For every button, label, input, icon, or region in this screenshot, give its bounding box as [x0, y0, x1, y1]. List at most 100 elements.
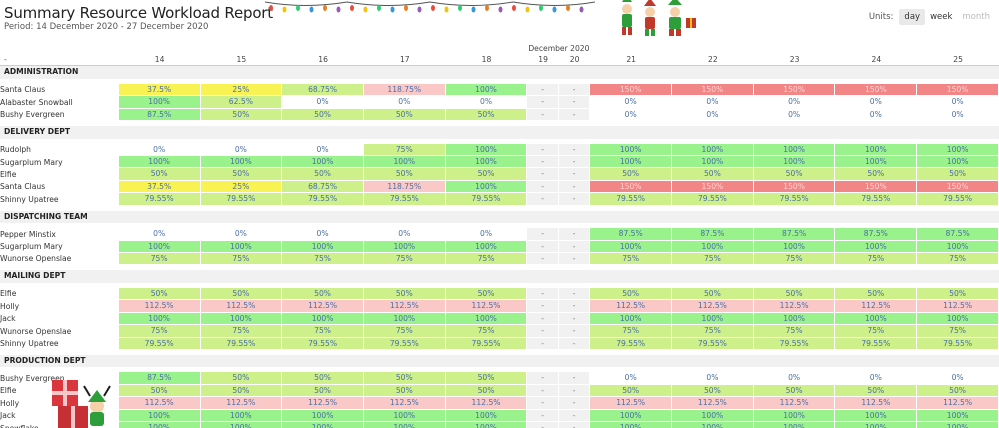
resource-row: Santa Claus 37.5% 25% 68.75% 118.75% 100% - -15… — [0, 83, 999, 97]
unit-day-button[interactable]: day — [899, 9, 926, 25]
resource-name: Bushy Evergreen — [0, 373, 65, 383]
units-label: Units: — [868, 12, 894, 22]
workload-cell: 100% — [282, 156, 364, 169]
workload-cell: - — [558, 96, 591, 109]
workload-cell: 75% — [672, 252, 754, 266]
workload-cell: 100% — [282, 422, 364, 428]
workload-cell: 100% — [917, 143, 999, 157]
resource-name: Bushy Evergreen — [0, 110, 65, 120]
resource-name: Jack — [0, 314, 16, 324]
workload-cell: - — [527, 252, 559, 266]
workload-cell: 50% — [200, 108, 283, 122]
workload-cell: 50% — [917, 384, 999, 398]
unit-month-button: month — [962, 12, 990, 22]
gift-boxes-icon — [50, 366, 112, 428]
workload-cell: - — [527, 287, 559, 301]
day-header: 19 — [527, 54, 559, 67]
workload-cell: 100% — [835, 422, 918, 428]
workload-cell: - — [527, 240, 559, 253]
workload-cell: - — [527, 156, 559, 169]
workload-cell: 100% — [753, 409, 836, 423]
workload-cell: 100% — [917, 312, 999, 326]
workload-cell: 79.55% — [835, 193, 918, 206]
workload-cell: - — [527, 143, 559, 157]
workload-cell: 50% — [835, 384, 918, 398]
workload-cell: 62.5% — [200, 96, 283, 109]
workload-cell: 79.55% — [590, 193, 673, 206]
workload-cell: 87.5% — [118, 372, 201, 385]
workload-cell: 0% — [118, 143, 201, 157]
workload-cell: 100% — [200, 422, 283, 428]
workload-cell: 79.55% — [118, 193, 201, 206]
workload-cell: 79.55% — [672, 193, 754, 206]
light-bulb-icon — [296, 5, 300, 11]
workload-cell: 75% — [363, 252, 446, 266]
light-bulb-icon — [539, 5, 543, 11]
workload-cell: 150% — [835, 180, 918, 194]
month-label: December 2020 — [528, 44, 590, 53]
workload-cell: 79.55% — [672, 337, 754, 350]
workload-cell: 100% — [118, 312, 201, 326]
workload-cell: 100% — [590, 143, 673, 157]
workload-cell: 50% — [445, 108, 528, 122]
resource-name: Holly — [0, 398, 20, 408]
workload-cell: - — [527, 228, 559, 241]
light-bulb-icon — [552, 6, 557, 13]
resource-name: Sugarplum Mary — [0, 157, 63, 167]
workload-cell: 100% — [672, 409, 754, 423]
workload-cell: 0% — [200, 228, 283, 241]
group-header-row: DELIVERY DEPT — [0, 126, 999, 139]
light-bulb-icon — [512, 5, 516, 11]
workload-cell: 150% — [917, 83, 999, 97]
workload-cell: 50% — [753, 287, 836, 301]
resource-row: Bushy Evergreen 87.5% 50% 50% 50% 50% - -0% 0% 0%… — [0, 108, 999, 122]
workload-cell: 100% — [363, 156, 446, 169]
light-bulb-icon — [269, 5, 273, 11]
day-header: 23 — [753, 54, 836, 67]
workload-cell: 118.75% — [363, 83, 446, 97]
resource-name: Shinny Upatree — [0, 339, 59, 348]
workload-cell: 50% — [200, 168, 283, 181]
resource-row: Wunorse Openslae 75% 75% 75% 75% 75% - -75% 75% 7… — [0, 325, 999, 338]
workload-cell: 50% — [590, 287, 673, 301]
light-bulb-icon — [579, 6, 584, 13]
resource-row: Elfie 50% 50% 50% 50% 50% - -50% 50% 50% 50% 50% — [0, 384, 999, 398]
workload-cell: 100% — [917, 422, 999, 428]
month-header-row: December 2020 — [0, 44, 999, 54]
workload-cell: 100% — [753, 312, 836, 326]
day-header: 14 — [118, 54, 201, 67]
resource-name: Jack — [0, 411, 16, 421]
group-header: PRODUCTION DEPT — [0, 354, 999, 368]
workload-cell: 112.5% — [445, 397, 528, 410]
resource-row: Jack 100% 100% 100% 100% 100% - -100% 100% 100% 10… — [0, 312, 999, 326]
workload-cell: 50% — [282, 108, 364, 122]
workload-cell: 68.75% — [282, 83, 364, 97]
workload-cell: 50% — [753, 168, 836, 181]
workload-cell: 0% — [590, 372, 673, 385]
workload-cell: 0% — [672, 108, 754, 122]
workload-cell: 79.55% — [363, 193, 446, 206]
workload-cell: - — [558, 384, 591, 398]
group-header-row: PRODUCTION DEPT — [0, 354, 999, 368]
workload-cell: 50% — [363, 384, 446, 398]
unit-week-button[interactable]: week — [930, 12, 953, 22]
workload-cell: 50% — [118, 384, 201, 398]
workload-cell: 100% — [282, 409, 364, 423]
workload-cell: 50% — [445, 287, 528, 301]
workload-cell: 100% — [835, 240, 918, 253]
workload-cell: 25% — [200, 83, 283, 97]
day-header: 18 — [445, 54, 528, 67]
workload-cell: 0% — [445, 96, 528, 109]
resource-row: Wunorse Openslae 75% 75% 75% 75% 75% - -75% 75% 7… — [0, 252, 999, 266]
workload-cell: 50% — [118, 287, 201, 301]
workload-cell: 79.55% — [282, 337, 364, 350]
workload-cell: 50% — [917, 287, 999, 301]
resource-row: Alabaster Snowball 100% 62.5% 0% 0% 0% - -0% 0% 0… — [0, 96, 999, 109]
workload-cell: 112.5% — [590, 397, 673, 410]
day-header: 15 — [200, 54, 283, 67]
resource-row: Elfie 50% 50% 50% 50% 50% - -50% 50% 50% 50% 50% — [0, 287, 999, 301]
workload-cell: 100% — [363, 422, 446, 428]
workload-cell: - — [527, 422, 559, 428]
workload-cell: 87.5% — [917, 228, 999, 241]
workload-cell: - — [558, 337, 591, 350]
